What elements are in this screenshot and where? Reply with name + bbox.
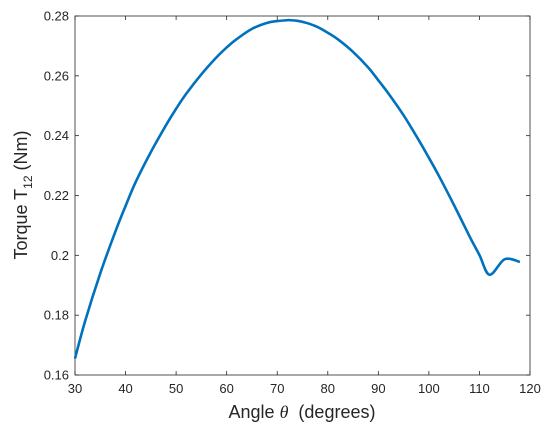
- x-axis-label: Angle θ (degrees): [229, 402, 376, 422]
- x-tick-label: 100: [418, 381, 440, 396]
- y-tick-label: 0.26: [44, 68, 69, 83]
- x-tick-label: 40: [118, 381, 132, 396]
- x-axis-label-main: Angle: [229, 402, 280, 422]
- series-layer: [73, 18, 521, 359]
- y-tick-label: 0.28: [44, 9, 69, 24]
- x-tick-label: 60: [219, 381, 233, 396]
- series-line: [73, 18, 521, 359]
- y-axis-label-unit: (Nm): [11, 130, 31, 175]
- y-tick-label: 0.2: [51, 248, 69, 263]
- y-tick-label: 0.24: [44, 128, 69, 143]
- x-axis-label-theta: θ: [280, 402, 289, 422]
- y-axis-ticks: 0.16 0.18 0.2 0.22 0.24 0.26 0.28: [44, 9, 530, 383]
- x-tick-label: 30: [68, 381, 82, 396]
- y-axis-label-main: Torque T: [11, 189, 31, 260]
- plot-area: [74, 15, 531, 376]
- x-tick-label: 50: [169, 381, 183, 396]
- x-axis-label-unit: (degrees): [288, 402, 375, 422]
- y-axis-label: Torque T12 (Nm): [11, 130, 35, 259]
- x-tick-label: 80: [321, 381, 335, 396]
- y-axis-label-subscript: 12: [21, 175, 35, 189]
- x-axis-ticks: 30 40 50 60 70 80 90 100 110 120: [68, 16, 541, 396]
- x-tick-label: 110: [469, 381, 490, 396]
- x-tick-label: 90: [371, 381, 385, 396]
- y-tick-label: 0.16: [44, 368, 69, 383]
- x-tick-label: 70: [270, 381, 284, 396]
- x-tick-label: 120: [519, 381, 541, 396]
- y-tick-label: 0.18: [44, 308, 69, 323]
- y-tick-label: 0.22: [44, 188, 69, 203]
